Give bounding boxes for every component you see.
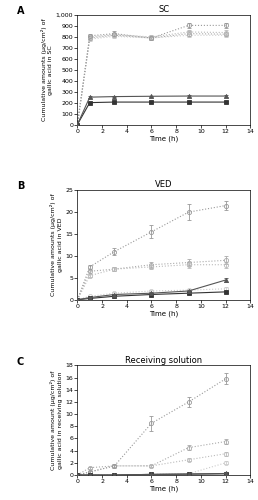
Text: C: C <box>17 356 24 366</box>
Title: VED: VED <box>155 180 173 190</box>
Title: Receiving solution: Receiving solution <box>125 356 202 364</box>
X-axis label: Time (h): Time (h) <box>149 486 179 492</box>
Y-axis label: Cumulative amounts (µg/cm²) of
gallic acid in VED: Cumulative amounts (µg/cm²) of gallic ac… <box>50 194 63 296</box>
Y-axis label: Cumulative amounts (µg/cm²) of
gallic acid in SC: Cumulative amounts (µg/cm²) of gallic ac… <box>41 18 53 121</box>
Text: A: A <box>17 6 25 16</box>
Text: B: B <box>17 182 24 192</box>
X-axis label: Time (h): Time (h) <box>149 310 179 317</box>
Title: SC: SC <box>158 5 170 14</box>
Y-axis label: Cumulative amount (µg/cm²) of
gallic acid in receiving solution: Cumulative amount (µg/cm²) of gallic aci… <box>50 370 63 470</box>
X-axis label: Time (h): Time (h) <box>149 135 179 141</box>
